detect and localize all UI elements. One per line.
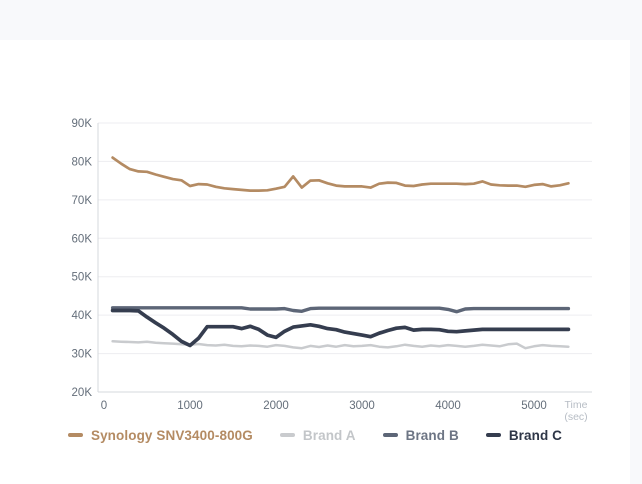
y-tick-labels: 90K 80K 70K 60K 50K 40K 30K 20K xyxy=(72,118,93,399)
legend-item-synology: Synology SNV3400-800G xyxy=(67,427,253,443)
y-tick-label: 70K xyxy=(72,195,93,207)
y-tick-label: 30K xyxy=(72,349,93,361)
legend-item-brand-c: Brand C xyxy=(485,427,563,443)
chart-legend: Synology SNV3400-800G Brand A Brand B Br… xyxy=(0,423,630,447)
y-tick-label: 60K xyxy=(72,233,93,245)
legend-label-brand-c: Brand C xyxy=(508,427,563,443)
x-tick-label: 0 xyxy=(101,400,107,412)
axes xyxy=(97,123,592,393)
legend-marker-brand-c xyxy=(485,433,501,437)
legend-item-brand-b: Brand B xyxy=(382,427,459,443)
line-chart: 90K 80K 70K 60K 50K 40K 30K 20K 0 1000 2000 3000 400… xyxy=(72,118,592,423)
x-axis-unit-label: Time(sec) xyxy=(564,399,587,423)
legend-item-brand-a: Brand A xyxy=(279,427,356,443)
x-tick-label: 3000 xyxy=(349,400,375,412)
legend-marker-synology xyxy=(67,433,83,437)
series-line-synology-snv3400-800g xyxy=(111,156,570,192)
series-line-brand-c xyxy=(110,308,571,348)
x-tick-labels: 0 1000 2000 3000 4000 5000 xyxy=(101,400,547,412)
chart-card: 90K 80K 70K 60K 50K 40K 30K 20K 0 1000 2000 3000 400… xyxy=(0,40,630,484)
gridlines xyxy=(98,122,592,355)
legend-marker-brand-b xyxy=(382,433,398,437)
series-line-brand-b xyxy=(110,306,571,314)
legend-label-synology: Synology SNV3400-800G xyxy=(90,427,253,443)
legend-marker-brand-a xyxy=(279,433,295,437)
y-tick-label: 90K xyxy=(72,118,93,130)
x-tick-label: 2000 xyxy=(263,400,289,412)
y-tick-label: 20K xyxy=(72,387,93,399)
legend-label-brand-b: Brand B xyxy=(405,427,459,443)
y-tick-label: 80K xyxy=(72,156,93,168)
legend-label-brand-a: Brand A xyxy=(302,427,356,443)
x-tick-label: 5000 xyxy=(521,400,547,412)
y-tick-label: 50K xyxy=(72,272,93,284)
x-tick-label: 1000 xyxy=(177,400,203,412)
x-axis-unit-line2: (sec) xyxy=(564,411,587,423)
x-tick-label: 4000 xyxy=(435,400,461,412)
y-tick-label: 40K xyxy=(72,310,93,322)
x-axis-unit-line1: Time xyxy=(565,399,588,411)
